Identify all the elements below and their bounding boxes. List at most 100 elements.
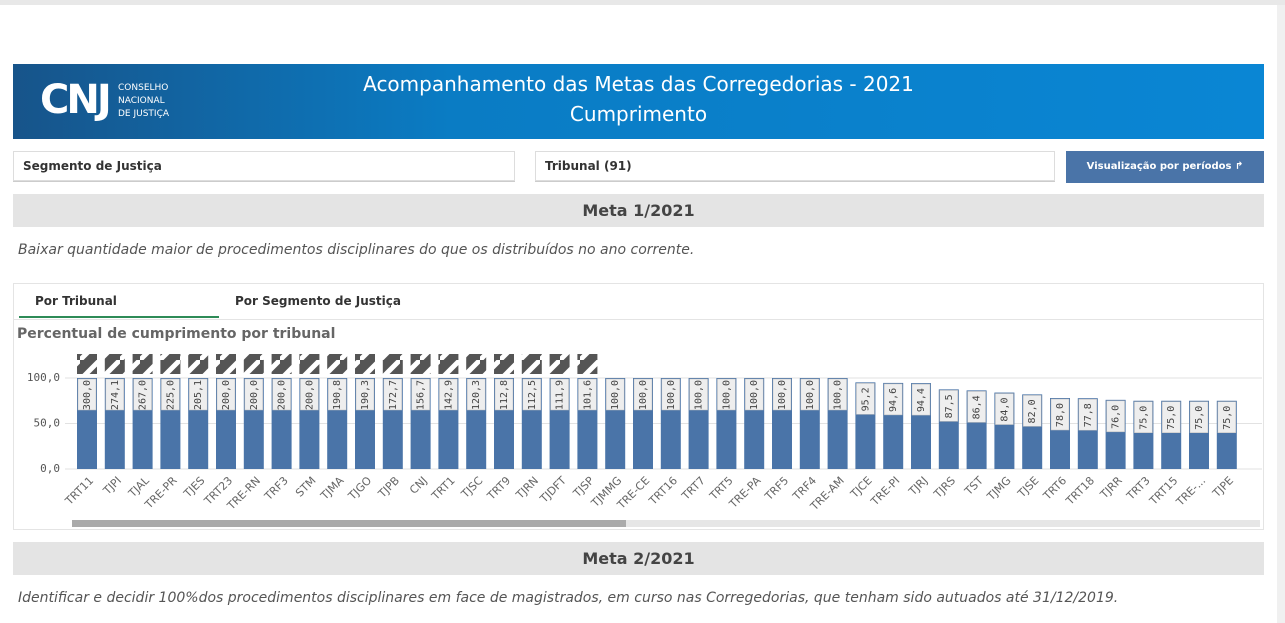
x-tick-label: TJMA bbox=[317, 474, 346, 503]
value-label: 94,6 bbox=[888, 388, 899, 412]
chart-scrollbar[interactable] bbox=[72, 520, 1260, 527]
value-label: 225,0 bbox=[165, 380, 176, 410]
value-label: 101,6 bbox=[582, 380, 593, 410]
y-tick-label: 0,0 bbox=[40, 462, 60, 475]
value-label: 100,0 bbox=[666, 380, 677, 410]
value-label-box bbox=[633, 378, 653, 411]
value-label: 190,3 bbox=[360, 380, 371, 410]
value-label-box bbox=[800, 378, 820, 411]
value-label-box bbox=[77, 378, 97, 411]
value-label-box bbox=[133, 378, 152, 411]
titles: Acompanhamento das Metas das Corregedori… bbox=[13, 69, 1264, 129]
value-label: 100,0 bbox=[694, 380, 705, 410]
value-label-box bbox=[161, 378, 180, 411]
value-label: 100,0 bbox=[833, 380, 844, 410]
value-label-box bbox=[439, 378, 458, 411]
value-label-box bbox=[1161, 401, 1181, 433]
value-label-box bbox=[300, 378, 319, 411]
x-tick-label: TJRR bbox=[1097, 474, 1125, 502]
x-tick-label: TRT9 bbox=[484, 474, 513, 503]
scrollbar-thumb[interactable] bbox=[72, 520, 626, 527]
value-label-box bbox=[939, 390, 959, 422]
value-label-box bbox=[605, 378, 625, 411]
value-label-box bbox=[522, 378, 542, 411]
value-label: 200,0 bbox=[221, 380, 232, 410]
value-label: 75,0 bbox=[1194, 406, 1205, 430]
overflow-marker bbox=[188, 354, 209, 374]
bar bbox=[466, 378, 487, 469]
overflow-marker bbox=[355, 354, 375, 374]
x-tick-label: TJPI bbox=[100, 474, 124, 498]
overflow-marker bbox=[466, 354, 487, 374]
value-label-box bbox=[216, 378, 236, 411]
value-label: 76,0 bbox=[1111, 405, 1122, 429]
value-label: 75,0 bbox=[1138, 406, 1149, 430]
bar bbox=[216, 378, 236, 469]
value-label: 94,4 bbox=[916, 388, 927, 412]
x-tick-label: TJRS bbox=[931, 474, 958, 501]
x-tick-label: TST bbox=[962, 474, 987, 499]
page-scrollbar[interactable] bbox=[1277, 5, 1285, 623]
x-tick-label: TRT16 bbox=[646, 474, 680, 508]
x-tick-label: STM bbox=[293, 474, 319, 500]
value-label-box bbox=[1217, 401, 1237, 433]
overflow-marker bbox=[77, 354, 97, 374]
x-tick-label: TRF3 bbox=[261, 474, 290, 503]
period-button[interactable]: Visualização por períodos ↱ bbox=[1066, 151, 1264, 183]
overflow-marker bbox=[216, 354, 236, 374]
value-label-box bbox=[828, 378, 847, 411]
value-label-box bbox=[272, 378, 291, 411]
section-header: Meta 1/2021 bbox=[13, 194, 1264, 227]
value-label-box bbox=[772, 378, 792, 411]
x-tick-label: TRT18 bbox=[1063, 474, 1097, 508]
x-tick-label: TRF5 bbox=[762, 474, 791, 503]
x-tick-label: TRT15 bbox=[1146, 474, 1180, 508]
value-label: 156,7 bbox=[416, 380, 427, 410]
overflow-marker bbox=[243, 354, 264, 374]
value-label-box bbox=[1134, 401, 1153, 433]
overflow-marker bbox=[438, 354, 459, 374]
x-tick-label: TJRJ bbox=[906, 474, 931, 499]
x-tick-label: TRE-... bbox=[1173, 474, 1208, 509]
value-label: 200,0 bbox=[304, 380, 315, 410]
value-label-box bbox=[327, 378, 347, 411]
logo: CNJ bbox=[40, 77, 112, 123]
value-label-box bbox=[411, 378, 430, 411]
tab[interactable]: Por Segmento de Justiça bbox=[235, 294, 401, 308]
value-label-box bbox=[883, 383, 903, 416]
value-label: 87,5 bbox=[944, 394, 955, 418]
overflow-marker bbox=[271, 354, 292, 374]
tab[interactable]: Por Tribunal bbox=[19, 284, 219, 318]
tab-panel: Por Tribunal Por Segmento de Justiça bbox=[13, 283, 1264, 530]
y-tick-label: 50,0 bbox=[34, 417, 61, 430]
value-label: 200,0 bbox=[249, 380, 260, 410]
tribunal-filter[interactable]: Tribunal (91) bbox=[535, 151, 1055, 181]
value-label-box bbox=[578, 378, 597, 411]
value-label-box bbox=[744, 378, 764, 411]
value-label: 111,9 bbox=[555, 380, 566, 410]
value-label-box bbox=[967, 391, 986, 423]
segment-filter[interactable]: Segmento de Justiça bbox=[13, 151, 515, 181]
value-label: 112,5 bbox=[527, 380, 538, 410]
x-tick-label: TJRN bbox=[513, 474, 541, 502]
value-label: 100,0 bbox=[721, 380, 732, 410]
x-tick-label: TJPB bbox=[375, 474, 402, 501]
value-label: 100,0 bbox=[638, 380, 649, 410]
overflow-marker bbox=[410, 354, 431, 374]
logo-line: CONSELHO bbox=[118, 83, 169, 93]
value-label-box bbox=[661, 378, 681, 411]
value-label-box bbox=[856, 383, 875, 415]
bar bbox=[271, 378, 292, 469]
overflow-marker bbox=[494, 354, 514, 374]
browser-strip bbox=[0, 0, 1285, 5]
bar bbox=[299, 378, 320, 469]
value-label: 77,8 bbox=[1083, 403, 1094, 427]
value-label: 142,9 bbox=[443, 380, 454, 410]
value-label: 86,4 bbox=[972, 395, 983, 419]
x-tick-label: TRE-PA bbox=[726, 474, 764, 512]
description: Baixar quantidade maior de procedimentos… bbox=[18, 242, 695, 258]
value-label: 172,7 bbox=[388, 380, 399, 410]
overflow-marker bbox=[549, 354, 570, 374]
value-label: 120,3 bbox=[471, 380, 482, 410]
value-label-box bbox=[550, 378, 569, 411]
